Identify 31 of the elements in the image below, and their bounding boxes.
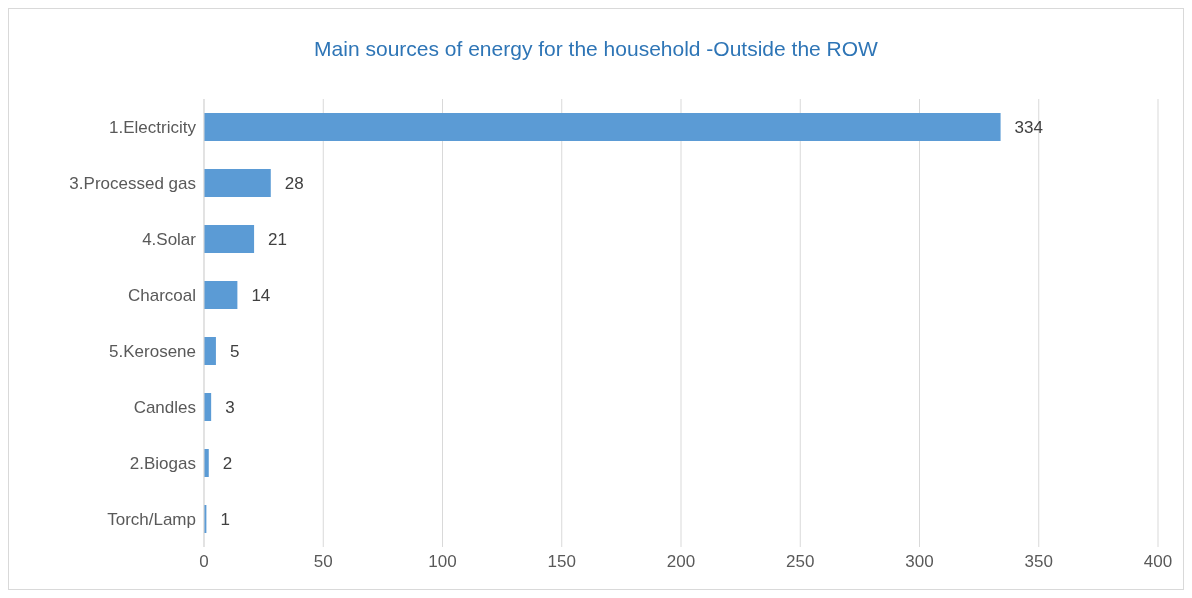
x-tick-label: 150	[547, 552, 576, 572]
bar	[204, 225, 255, 253]
x-tick-label: 400	[1143, 552, 1173, 572]
y-tick-label: 4.Solar	[142, 230, 197, 250]
data-label: 5	[229, 342, 240, 362]
y-tick-label: 2.Biogas	[129, 454, 196, 474]
data-label: 14	[251, 286, 271, 306]
bar	[204, 113, 1001, 141]
bar	[204, 337, 216, 365]
data-label: 2	[222, 454, 233, 474]
x-tick-label: 50	[313, 552, 333, 572]
y-tick-label: Torch/Lamp	[107, 510, 196, 530]
bar	[204, 281, 238, 309]
data-label: 21	[268, 230, 288, 250]
y-tick-label: Charcoal	[127, 286, 196, 306]
y-tick-label: 3.Processed gas	[69, 174, 196, 194]
x-tick-label: 100	[428, 552, 457, 572]
y-tick-label: 1.Electricity	[109, 118, 197, 138]
y-tick-label: 5.Kerosene	[109, 342, 196, 362]
x-tick-label: 0	[199, 552, 209, 572]
data-label: 334	[1014, 118, 1043, 138]
bar	[204, 169, 271, 197]
x-tick-label: 200	[666, 552, 696, 572]
chart-title: Main sources of energy for the household -Outside the ROW	[313, 36, 879, 62]
x-tick-label: 300	[905, 552, 934, 572]
data-label: 1	[220, 510, 230, 530]
x-tick-label: 250	[786, 552, 815, 572]
y-tick-label: Candles	[133, 398, 196, 418]
data-label: 28	[284, 174, 304, 194]
data-label: 3	[225, 398, 235, 418]
x-tick-label: 350	[1024, 552, 1053, 572]
